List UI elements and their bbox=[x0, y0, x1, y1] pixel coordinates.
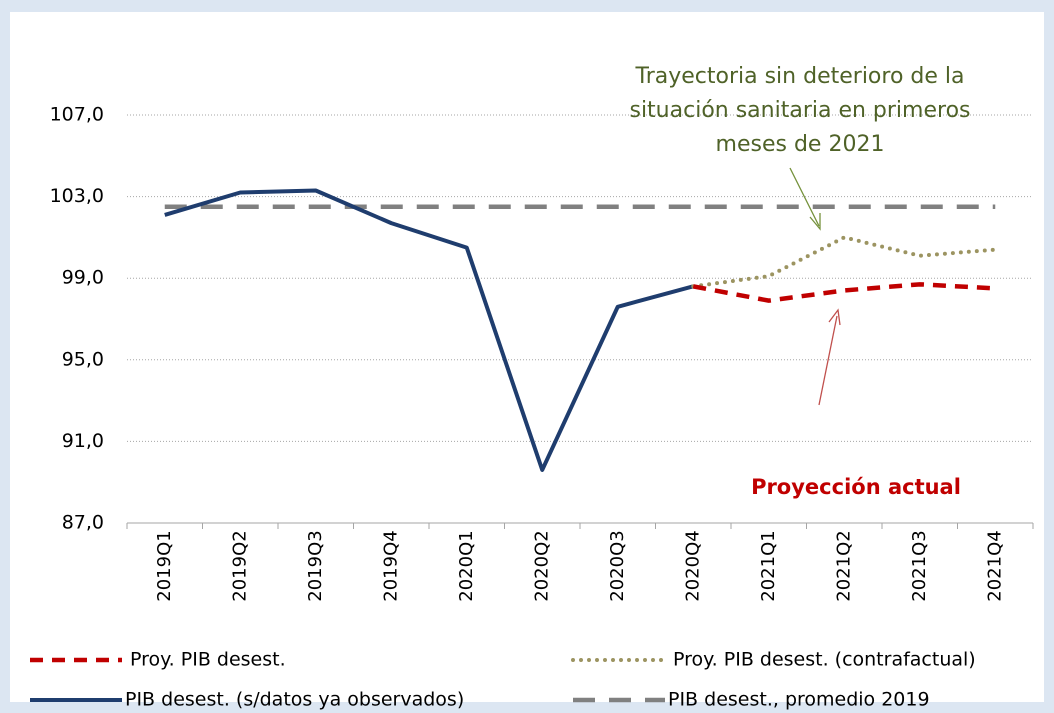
y-tick-label: 103,0 bbox=[50, 185, 104, 207]
annotation: Proyección actual bbox=[751, 475, 961, 499]
x-tick-label: 2021Q3 bbox=[909, 530, 930, 601]
series-line bbox=[692, 282, 996, 303]
annotation: Trayectoria sin deterioro de la bbox=[635, 64, 965, 89]
series-line bbox=[691, 235, 998, 289]
x-tick-label: 2020Q3 bbox=[607, 530, 628, 601]
panel bbox=[10, 12, 1044, 702]
x-tick-label: 2020Q4 bbox=[682, 530, 703, 601]
y-tick-label: 107,0 bbox=[50, 104, 104, 126]
arrow-red bbox=[818, 315, 838, 406]
y-tick-label: 87,0 bbox=[62, 512, 104, 534]
x-tick-label: 2019Q3 bbox=[305, 530, 326, 601]
legend-label: PIB desest. (s/datos ya observados) bbox=[125, 689, 464, 711]
annotation: meses de 2021 bbox=[716, 132, 885, 157]
x-tick-label: 2019Q1 bbox=[154, 530, 175, 601]
legend-label: PIB desest., promedio 2019 bbox=[668, 689, 930, 711]
x-tick-label: 2020Q1 bbox=[456, 530, 477, 601]
series-line bbox=[164, 188, 694, 472]
x-tick-label: 2020Q2 bbox=[531, 530, 552, 601]
x-tick-label: 2021Q4 bbox=[984, 530, 1005, 601]
y-tick-label: 99,0 bbox=[62, 267, 104, 289]
x-tick-label: 2021Q1 bbox=[758, 530, 779, 601]
arrow-red-head bbox=[828, 308, 841, 326]
arrow-green bbox=[789, 167, 820, 227]
x-tick-label: 2021Q2 bbox=[833, 530, 854, 601]
x-tick-label: 2019Q2 bbox=[229, 530, 250, 601]
arrow-green-head bbox=[809, 213, 821, 231]
legend-label: Proy. PIB desest. (contrafactual) bbox=[673, 649, 976, 671]
x-tick-label: 2019Q4 bbox=[380, 530, 401, 601]
y-tick-label: 95,0 bbox=[62, 348, 104, 370]
y-tick-label: 91,0 bbox=[62, 430, 104, 452]
legend-label: Proy. PIB desest. bbox=[130, 649, 286, 671]
annotation: situación sanitaria en primeros bbox=[629, 98, 970, 123]
